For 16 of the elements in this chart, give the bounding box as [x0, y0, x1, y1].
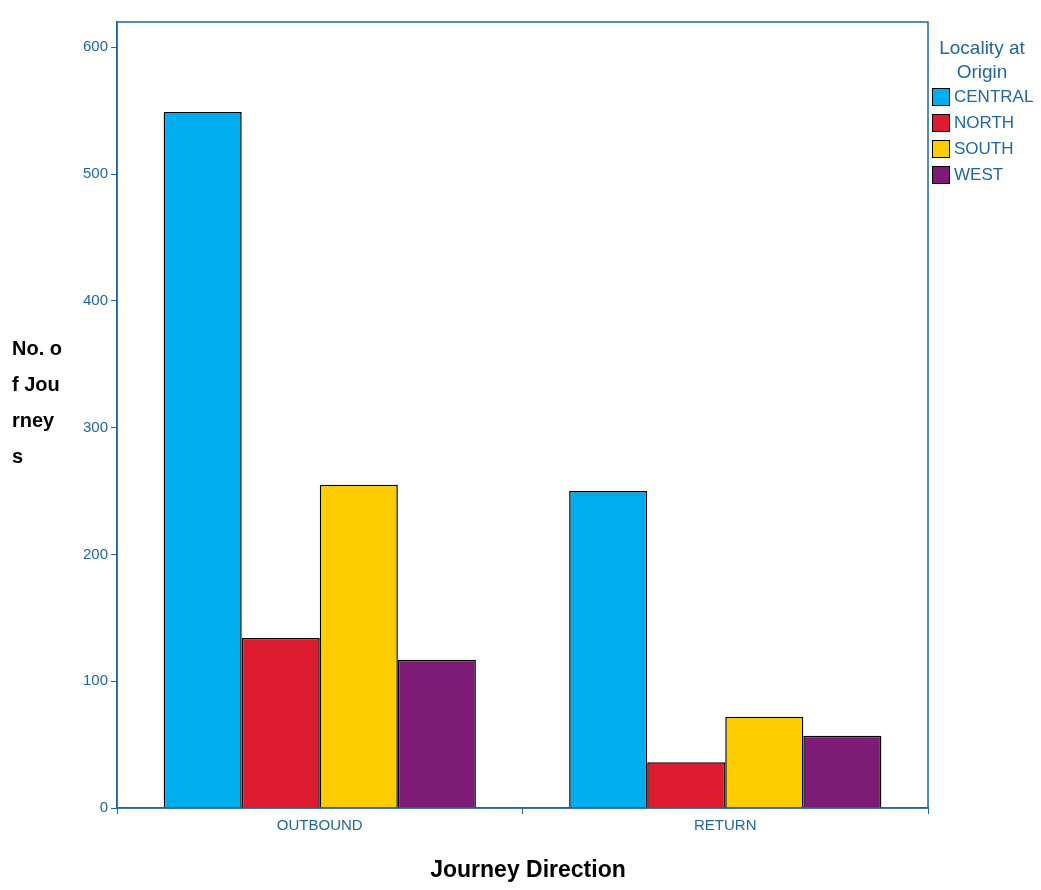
y-axis-title: No. of Journeys [12, 336, 63, 469]
y-tick-label: 0 [99, 798, 109, 816]
x-tick-label: OUTBOUND [276, 816, 363, 834]
legend-label: SOUTH [954, 139, 1014, 159]
y-tick-label: 100 [83, 671, 109, 689]
y-tick-label: 600 [83, 37, 109, 55]
y-tick-label: 300 [83, 417, 109, 435]
legend-label: NORTH [954, 113, 1015, 133]
legend-title: Locality at Origin [938, 36, 1026, 84]
x-tick-label: RETURN [694, 816, 757, 834]
legend-label: CENTRAL [954, 87, 1034, 107]
x-axis-title: Journey Direction [429, 856, 627, 883]
y-tick-label: 400 [83, 291, 109, 309]
y-tick-label: 200 [83, 544, 109, 562]
legend-label: WEST [954, 165, 1004, 185]
y-tick-label: 500 [83, 164, 109, 182]
